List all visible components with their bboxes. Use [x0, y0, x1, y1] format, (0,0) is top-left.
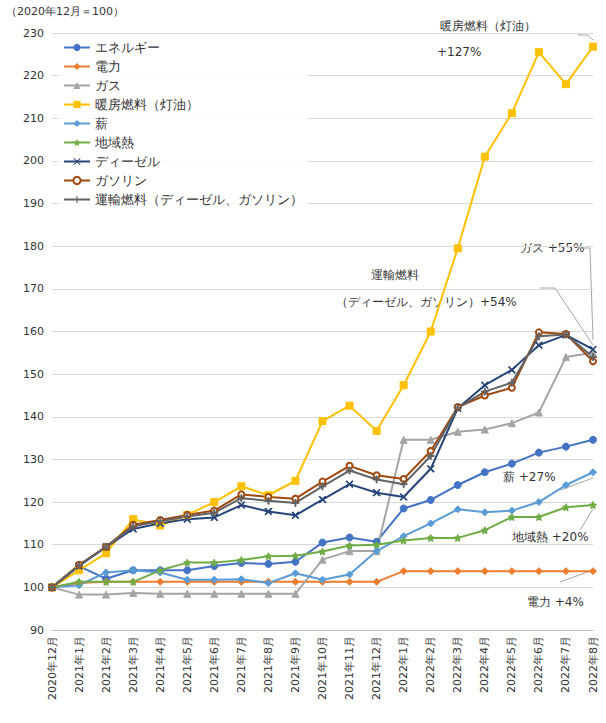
svg-text:2021年7月: 2021年7月	[235, 636, 248, 693]
svg-text:2022年7月: 2022年7月	[559, 636, 572, 693]
svg-text:ガソリン: ガソリン	[95, 173, 147, 188]
svg-text:200: 200	[23, 154, 44, 167]
svg-text:2020年12月: 2020年12月	[46, 636, 59, 700]
svg-text:地域熱: 地域熱	[94, 135, 134, 150]
svg-text:2021年12月: 2021年12月	[370, 636, 383, 700]
svg-text:110: 110	[23, 538, 44, 551]
svg-text:2021年10月: 2021年10月	[316, 636, 329, 700]
svg-text:190: 190	[23, 197, 44, 210]
svg-text:2022年2月: 2022年2月	[424, 636, 437, 693]
svg-text:180: 180	[23, 240, 44, 253]
svg-text:2022年5月: 2022年5月	[505, 636, 518, 693]
svg-text:150: 150	[23, 368, 44, 381]
svg-text:薪 +27%: 薪 +27%	[503, 470, 556, 484]
svg-text:地域熱 +20%: 地域熱 +20%	[511, 530, 589, 544]
svg-text:2022年6月: 2022年6月	[532, 636, 545, 693]
svg-text:2022年4月: 2022年4月	[478, 636, 491, 693]
svg-text:2021年2月: 2021年2月	[100, 636, 113, 693]
svg-text:170: 170	[23, 282, 44, 295]
svg-text:2021年1月: 2021年1月	[73, 636, 86, 693]
svg-text:2022年1月: 2022年1月	[397, 636, 410, 693]
svg-text:ディーゼル: ディーゼル	[95, 154, 160, 169]
svg-text:+127%: +127%	[437, 45, 481, 59]
svg-text:暖房燃料（灯油）: 暖房燃料（灯油）	[95, 97, 199, 112]
svg-text:90: 90	[30, 624, 44, 637]
svg-text:2021年6月: 2021年6月	[208, 636, 221, 693]
svg-text:薪: 薪	[95, 116, 108, 131]
svg-text:2021年11月: 2021年11月	[343, 636, 356, 700]
svg-text:ガス +55%: ガス +55%	[520, 241, 585, 255]
svg-text:2021年8月: 2021年8月	[262, 636, 275, 693]
svg-text:2022年8月: 2022年8月	[587, 636, 600, 693]
svg-text:120: 120	[23, 496, 44, 509]
svg-text:運輸燃料: 運輸燃料	[371, 268, 419, 282]
svg-text:2021年3月: 2021年3月	[127, 636, 140, 693]
svg-text:2021年4月: 2021年4月	[154, 636, 167, 693]
svg-text:エネルギー: エネルギー	[95, 40, 160, 55]
svg-text:140: 140	[23, 410, 44, 423]
svg-text:160: 160	[23, 325, 44, 338]
svg-text:電力 +4%: 電力 +4%	[527, 595, 584, 609]
svg-text:運輸燃料（ディーゼル、ガソリン）: 運輸燃料（ディーゼル、ガソリン）	[95, 192, 303, 207]
svg-text:ガス: ガス	[95, 78, 121, 93]
svg-text:（ディーゼル、ガソリン）+54%: （ディーゼル、ガソリン）+54%	[336, 295, 517, 309]
svg-text:2021年5月: 2021年5月	[181, 636, 194, 693]
svg-text:暖房燃料（灯油）: 暖房燃料（灯油）	[440, 19, 536, 33]
svg-text:230: 230	[23, 27, 44, 40]
svg-text:100: 100	[23, 581, 44, 594]
svg-text:220: 220	[23, 69, 44, 82]
svg-text:（2020年12月＝100）: （2020年12月＝100）	[6, 5, 124, 18]
svg-text:130: 130	[23, 453, 44, 466]
svg-text:2021年9月: 2021年9月	[289, 636, 302, 693]
svg-text:210: 210	[23, 112, 44, 125]
svg-text:2022年3月: 2022年3月	[451, 636, 464, 693]
svg-text:電力: 電力	[95, 59, 121, 74]
